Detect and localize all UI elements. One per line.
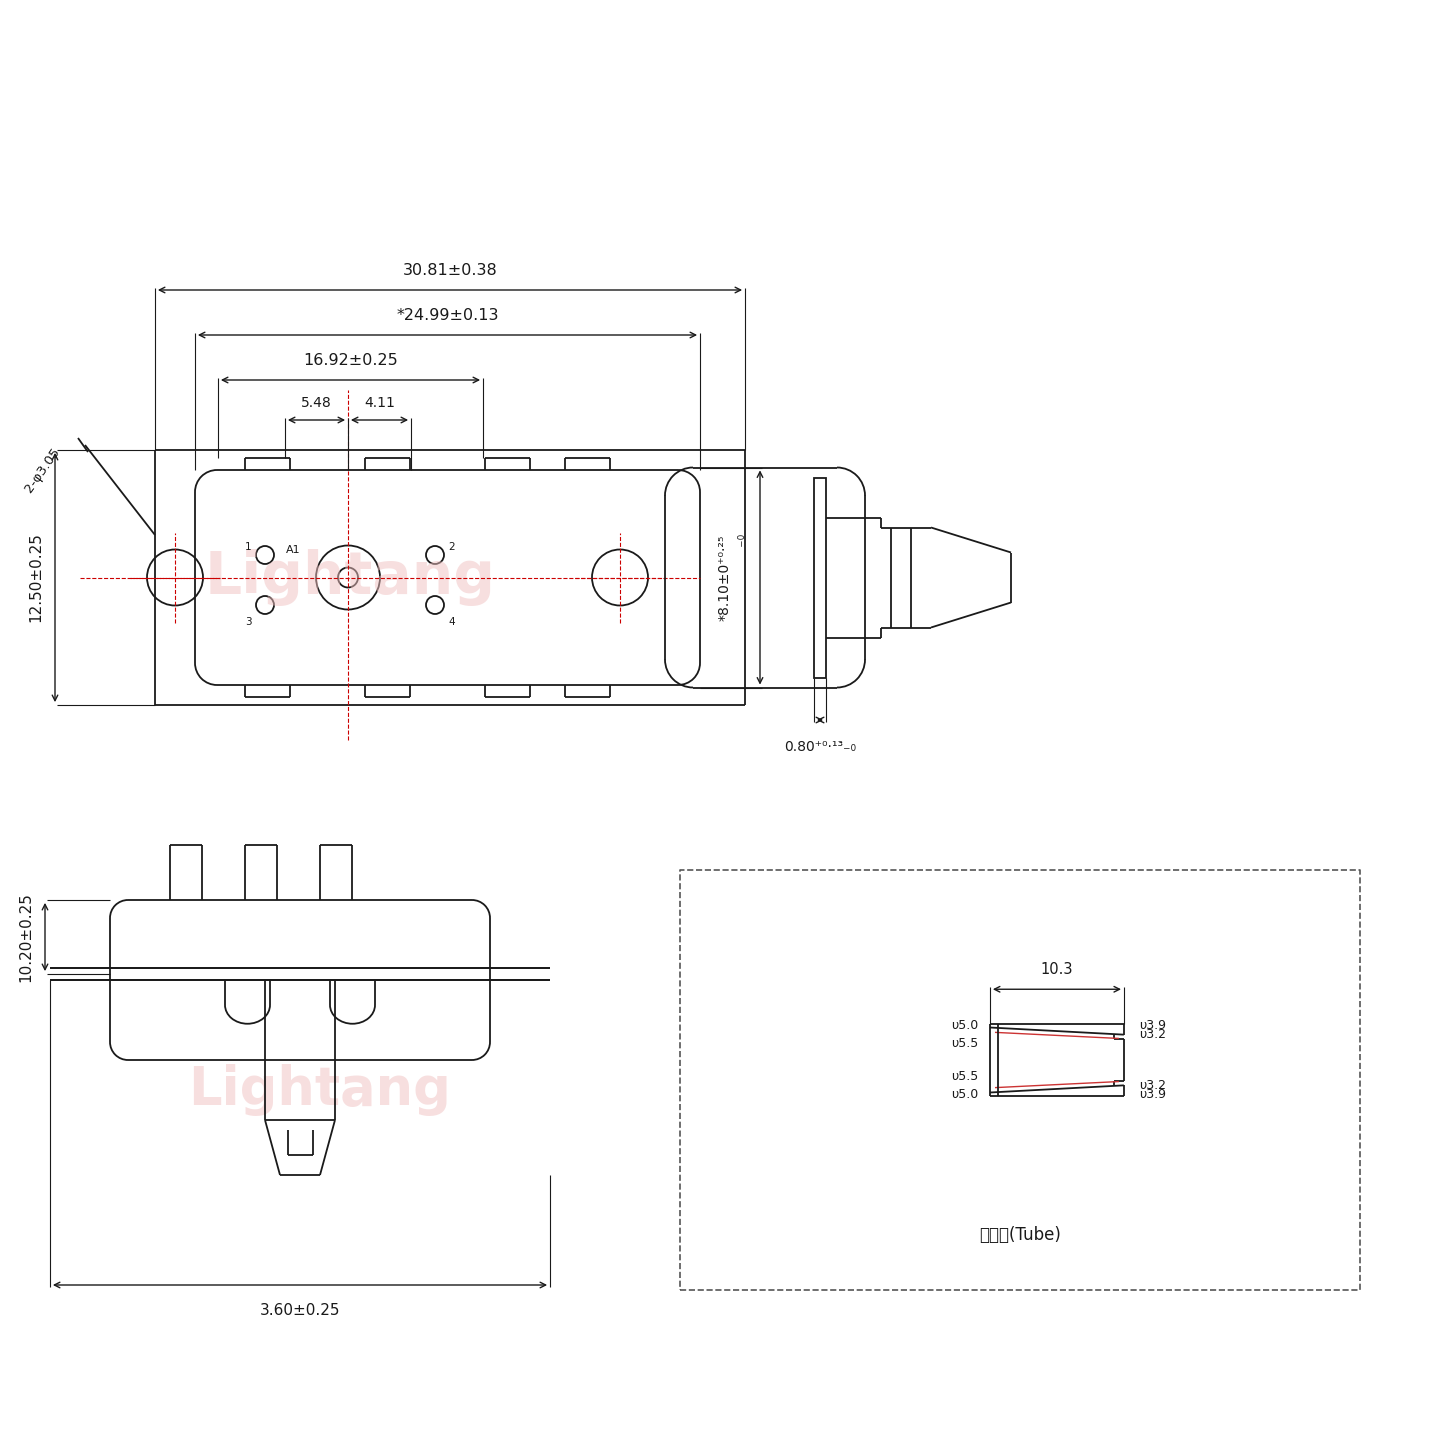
Text: υ5.0: υ5.0 xyxy=(950,1087,978,1100)
Text: 12.50±0.25: 12.50±0.25 xyxy=(27,533,43,622)
Bar xyxy=(680,870,1359,1290)
Text: υ3.9: υ3.9 xyxy=(1139,1020,1166,1032)
Text: υ5.0: υ5.0 xyxy=(950,1020,978,1032)
Text: A1: A1 xyxy=(285,544,301,554)
Text: 10.20±0.25: 10.20±0.25 xyxy=(19,891,33,982)
Text: 2: 2 xyxy=(449,541,455,552)
Text: υ3.2: υ3.2 xyxy=(1139,1028,1166,1041)
Text: 2-φ3.05: 2-φ3.05 xyxy=(22,445,62,495)
Text: 1: 1 xyxy=(245,541,252,552)
Text: 16.92±0.25: 16.92±0.25 xyxy=(304,353,397,369)
Text: 4.11: 4.11 xyxy=(364,396,395,410)
Text: Lightang: Lightang xyxy=(189,1064,451,1116)
Text: υ3.9: υ3.9 xyxy=(1139,1089,1166,1102)
Text: υ3.2: υ3.2 xyxy=(1139,1080,1166,1093)
Text: 屏蔽管(Tube): 屏蔽管(Tube) xyxy=(979,1225,1061,1244)
Text: 10.3: 10.3 xyxy=(1041,962,1073,978)
Text: 30.81±0.38: 30.81±0.38 xyxy=(403,264,497,278)
Text: *24.99±0.13: *24.99±0.13 xyxy=(396,308,498,323)
Text: 4: 4 xyxy=(449,616,455,626)
Text: 3: 3 xyxy=(245,616,252,626)
Text: *8.10±0⁺⁰⋅²⁵
      ₋₀: *8.10±0⁺⁰⋅²⁵ ₋₀ xyxy=(717,534,747,621)
Bar xyxy=(814,478,827,677)
Text: υ5.5: υ5.5 xyxy=(950,1070,978,1083)
Text: 3.60±0.25: 3.60±0.25 xyxy=(259,1303,340,1318)
Text: Lightang: Lightang xyxy=(204,549,495,606)
Text: 0.80⁺⁰⋅¹³₋₀: 0.80⁺⁰⋅¹³₋₀ xyxy=(783,740,855,755)
Text: υ5.5: υ5.5 xyxy=(950,1037,978,1050)
Text: 5.48: 5.48 xyxy=(301,396,331,410)
